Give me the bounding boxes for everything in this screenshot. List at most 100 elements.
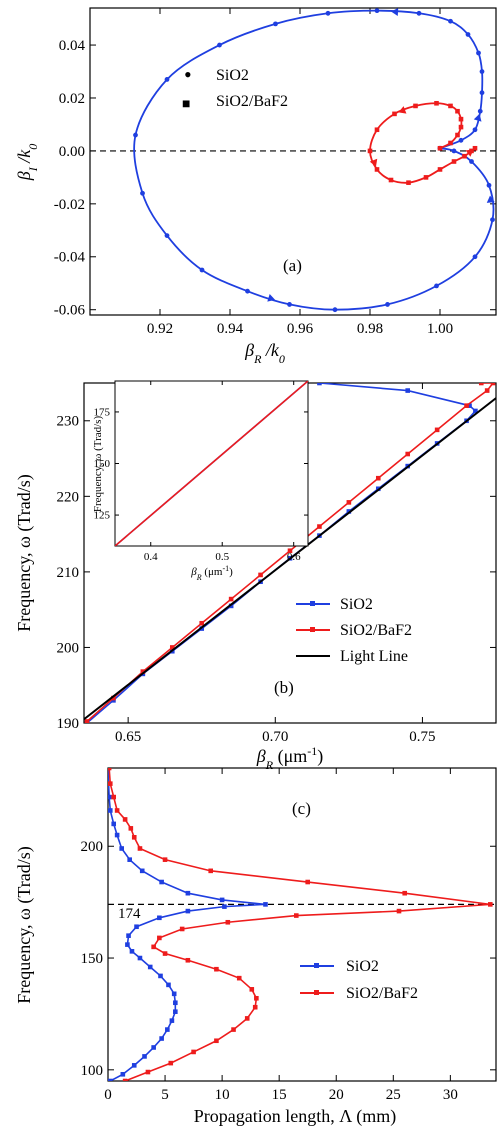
- y-tick-label: 0.04: [59, 38, 86, 54]
- data-point-sio2-baf2: [405, 451, 411, 457]
- y-tick-label: 0.02: [59, 91, 85, 107]
- legend-marker-sio2-baf2: [310, 627, 315, 632]
- data-point-sio2-baf2: [434, 100, 439, 106]
- data-point-sio2: [477, 108, 483, 114]
- data-point-sio2-baf2: [258, 572, 263, 578]
- data-point-sio2-baf2: [346, 500, 352, 505]
- data-point-sio2: [385, 302, 390, 307]
- data-point-sio2-baf2: [451, 159, 457, 164]
- inset-x-label: βR (μm-1): [190, 564, 233, 582]
- series-group: [133, 8, 495, 313]
- panel-c-ticks: 0 5 10 15 20 25 30 100 150 200: [81, 768, 496, 1103]
- data-point-sio2: [142, 1054, 147, 1059]
- panel-a-x-label: βR /k0: [244, 340, 285, 366]
- data-point-sio2-baf2: [122, 1078, 128, 1081]
- data-point-sio2: [217, 42, 222, 48]
- data-point-sio2: [219, 897, 225, 903]
- panel-b-label: (b): [274, 678, 294, 697]
- data-point-sio2-baf2: [487, 902, 493, 907]
- data-point-sio2-baf2: [214, 1038, 219, 1044]
- inset-ticks: 0.4 0.5 0.6 125 150 175: [94, 381, 308, 563]
- data-point-sio2: [451, 148, 457, 154]
- data-point-sio2: [434, 283, 439, 289]
- data-point-sio2-baf2: [244, 1016, 250, 1021]
- legend-marker-sio2: [310, 601, 315, 606]
- data-point-sio2: [159, 1036, 164, 1041]
- series-group: [84, 383, 496, 723]
- legend-label-sio2-baf2: SiO2/BaF2: [216, 93, 288, 110]
- data-point-sio2: [458, 137, 464, 143]
- data-point-sio2: [169, 1018, 175, 1023]
- panel-c-y-label: Frequency, ω (Trad/s): [14, 846, 35, 1004]
- legend-label-sio2: SiO2: [346, 958, 379, 975]
- x-tick-label: 10: [215, 1087, 230, 1103]
- data-point-sio2-baf2: [168, 1060, 174, 1066]
- data-point-sio2-baf2: [137, 846, 143, 851]
- data-point-sio2-baf2: [455, 132, 460, 138]
- direction-arrow-sio2: [486, 195, 495, 203]
- data-point-sio2-baf2: [131, 835, 137, 840]
- x-tick-label: 15: [272, 1087, 287, 1103]
- data-point-sio2: [151, 1045, 156, 1050]
- data-point-sio2-baf2: [293, 913, 299, 918]
- data-point-sio2: [317, 383, 322, 386]
- data-point-sio2: [374, 8, 380, 14]
- x-tick-label: 25: [386, 1087, 401, 1103]
- reference-line-label: 174: [118, 906, 141, 922]
- data-point-sio2: [263, 902, 268, 907]
- direction-arrow-sio2-baf2: [398, 106, 407, 114]
- data-point-sio2: [166, 982, 171, 988]
- data-point-sio2-baf2: [169, 645, 175, 650]
- data-point-sio2: [405, 388, 411, 393]
- data-point-sio2-baf2: [254, 995, 259, 1001]
- inset-y-label: Frequency, ω (Trad/s): [92, 416, 104, 513]
- panel-a-y-label: βI /k0: [14, 144, 40, 181]
- panel-c: 0 5 10 15 20 25 30 100 150 200 174 SiO2 SiO2/BaF2…: [14, 767, 497, 1127]
- data-point-sio2-baf2: [374, 127, 380, 133]
- panel-b-legend: SiO2 SiO2/BaF2 Light Line: [296, 596, 412, 665]
- data-point-sio2: [273, 21, 278, 27]
- data-point-sio2-baf2: [84, 719, 90, 723]
- direction-arrow-sio2: [473, 113, 482, 122]
- x-tick-label: 0.96: [287, 321, 314, 337]
- panel-c-label: (c): [292, 799, 311, 818]
- data-point-sio2: [479, 69, 485, 74]
- data-point-sio2-baf2: [122, 817, 128, 822]
- panel-c-frame: [107, 767, 497, 1082]
- data-point-sio2-baf2: [317, 524, 322, 529]
- x-tick-label: 0.6: [287, 551, 301, 563]
- legend-marker-sio2: •: [184, 62, 192, 87]
- y-tick-label: 230: [57, 414, 80, 430]
- x-tick-label: 0.4: [144, 551, 158, 563]
- x-tick-label: 20: [329, 1087, 344, 1103]
- y-tick-label: -0.02: [54, 197, 85, 213]
- series-group: [115, 381, 308, 546]
- data-point-sio2-baf2: [423, 175, 429, 180]
- data-point-sio2-baf2: [448, 103, 453, 109]
- y-tick-label: -0.04: [54, 250, 86, 266]
- data-point-sio2: [490, 217, 495, 223]
- data-point-sio2: [159, 879, 164, 885]
- x-tick-label: 1.00: [427, 321, 453, 337]
- data-point-sio2-baf2: [114, 808, 120, 813]
- data-point-sio2: [133, 132, 138, 138]
- data-point-sio2: [139, 868, 145, 874]
- data-point-sio2-baf2: [185, 957, 191, 963]
- x-tick-label: 0.75: [409, 729, 435, 745]
- panel-a: 0.92 0.94 0.96 0.98 1.00 -0.06 -0.04 -0.02 0.00 0…: [14, 7, 497, 366]
- data-point-sio2: [479, 90, 485, 96]
- direction-arrow-sio2-baf2: [369, 158, 378, 167]
- panel-a-legend: • SiO2 ■ SiO2/BaF2: [182, 62, 288, 112]
- data-point-sio2-baf2: [208, 868, 214, 874]
- data-point-sio2: [165, 1027, 170, 1032]
- legend-label-light-line: Light Line: [340, 648, 408, 665]
- data-point-sio2-baf2: [231, 1027, 236, 1032]
- x-tick-label: 0.65: [115, 729, 141, 745]
- data-point-sio2-baf2: [179, 926, 185, 932]
- data-point-sio2: [486, 182, 492, 188]
- y-tick-label: 200: [81, 839, 104, 855]
- data-point-sio2: [119, 846, 124, 851]
- y-tick-label: -0.06: [54, 303, 86, 319]
- data-point-sio2-baf2: [462, 153, 467, 159]
